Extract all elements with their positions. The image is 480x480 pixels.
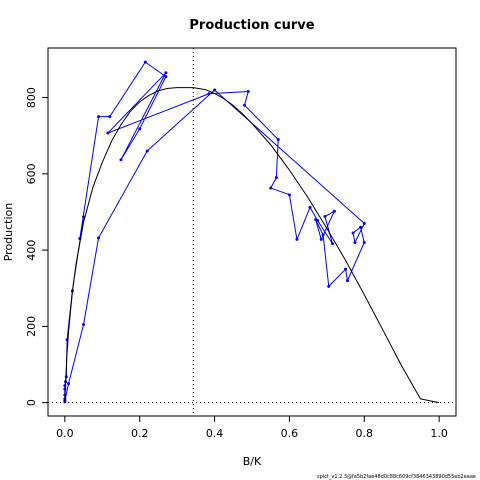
chart-title: Production curve (189, 18, 314, 33)
y-tick-label: 800 (25, 87, 38, 108)
series-0-point (332, 209, 336, 213)
x-tick-label: 0.2 (131, 427, 149, 440)
y-tick-label: 0 (25, 399, 38, 406)
series-0-point (243, 103, 247, 107)
series-0-point (345, 279, 349, 283)
series-0-point (362, 221, 366, 225)
series-0-point (287, 193, 291, 197)
series-0-point (119, 158, 123, 162)
y-axis: 0 200 400 600 800 (25, 87, 48, 406)
y-axis-label: Production (2, 203, 15, 262)
series-0-point (164, 75, 168, 79)
series-layer (63, 60, 440, 404)
series-0-point (327, 284, 331, 288)
x-axis: 0.0 0.2 0.4 0.6 0.8 1.0 (56, 416, 448, 440)
series-0-point (295, 237, 299, 241)
series-0-point (145, 149, 149, 153)
series-0-point (351, 231, 355, 235)
series-0-point (319, 237, 323, 241)
series-0-point (106, 131, 110, 135)
series-0-point (274, 176, 278, 180)
reference-lines (48, 48, 456, 416)
series-0-point (314, 218, 318, 222)
series-0-point (321, 233, 325, 237)
series-0-point (164, 71, 168, 75)
series-0-point (362, 240, 366, 244)
x-tick-label: 0.8 (356, 427, 374, 440)
series-0-point (308, 205, 312, 209)
series-0-point (97, 236, 101, 240)
series-1-line (64, 87, 440, 404)
series-0-point (359, 225, 363, 229)
y-tick-label: 200 (25, 316, 38, 337)
series-0-point (108, 115, 112, 119)
series-0-point (213, 88, 217, 92)
series-0-point (330, 242, 334, 246)
plot-frame (47, 47, 457, 417)
series-0-point (67, 382, 71, 386)
series-0-point (97, 115, 101, 119)
x-tick-label: 0.6 (281, 427, 299, 440)
series-0-point (207, 92, 211, 96)
footer-version-text: spict_v1.2.3@fa5b2fae48d0c88c609cf384634… (317, 474, 476, 480)
series-0-point (82, 322, 86, 326)
series-0-point (269, 186, 273, 190)
y-tick-label: 600 (25, 163, 38, 184)
series-0-point (138, 127, 142, 131)
series-0-point (353, 240, 357, 244)
series-0-point (276, 138, 280, 142)
series-0-point (323, 215, 327, 219)
x-tick-label: 0.4 (206, 427, 224, 440)
y-tick-label: 400 (25, 240, 38, 261)
x-tick-label: 0.0 (56, 427, 74, 440)
series-0-point (344, 267, 348, 271)
x-tick-label: 1.0 (430, 427, 448, 440)
series-0-point (143, 60, 147, 64)
series-0-point (246, 89, 250, 93)
series-0-line (64, 61, 365, 402)
x-axis-label: B/K (243, 455, 262, 468)
